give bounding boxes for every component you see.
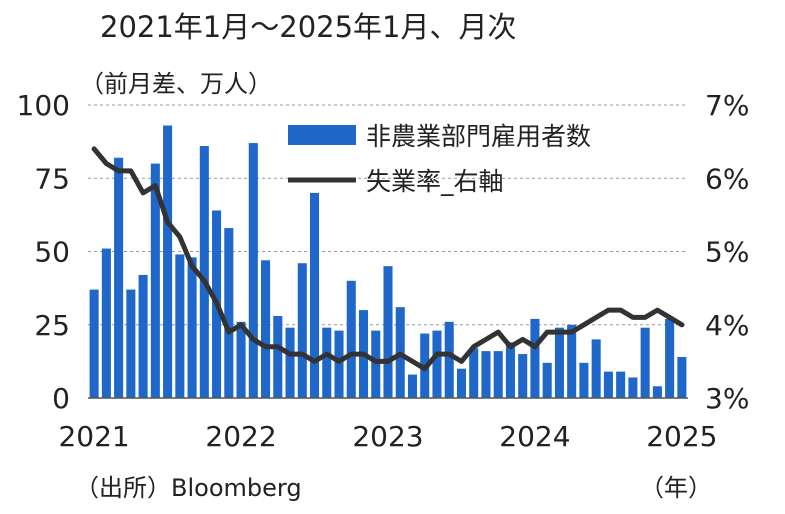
bar: [101, 248, 111, 398]
bar: [175, 254, 185, 398]
bar: [554, 327, 564, 398]
bar: [481, 351, 491, 398]
legend-line-label: 失業率_右軸: [366, 167, 504, 196]
bar: [273, 315, 283, 398]
bar: [469, 348, 479, 398]
bar: [640, 327, 650, 398]
bar: [383, 266, 393, 398]
bar: [628, 377, 638, 398]
bar: [114, 157, 124, 398]
y-left-tick-label: 0: [52, 382, 70, 415]
bar: [297, 263, 307, 398]
bar: [616, 371, 626, 398]
x-tick-label: 2023: [352, 420, 423, 453]
x-axis-ticks: 2021 2022 2023 2024 2025: [58, 420, 717, 453]
x-unit-label: （年）: [640, 474, 712, 502]
y-left-tick-label: 25: [34, 309, 70, 342]
bar: [591, 339, 601, 398]
bar: [530, 318, 540, 398]
bar: [505, 342, 515, 398]
bar: [89, 289, 99, 398]
unemployment-line: [91, 146, 685, 372]
bar: [199, 146, 209, 398]
bar: [493, 351, 503, 398]
bar: [444, 321, 454, 398]
bar: [163, 125, 173, 398]
legend-bar-swatch: [288, 125, 356, 145]
y-right-tick-label: 7%: [705, 89, 749, 122]
bar: [371, 330, 381, 398]
right-axis-ticks: 3% 4% 5% 6% 7%: [705, 89, 749, 415]
bar: [407, 374, 418, 398]
x-tick-label: 2021: [58, 420, 129, 453]
bar: [248, 143, 258, 398]
y-left-tick-label: 50: [34, 236, 70, 269]
bar: [261, 260, 271, 398]
bar: [567, 324, 577, 398]
y-left-tick-label: 75: [34, 162, 70, 195]
left-axis-ticks: 0 25 50 75 100: [17, 89, 70, 415]
bar: [236, 321, 246, 398]
bar: [518, 354, 528, 398]
bar: [432, 330, 442, 398]
y-right-tick-label: 6%: [705, 162, 749, 195]
source-note: （出所）Bloomberg: [75, 474, 302, 502]
bar: [322, 327, 332, 398]
x-tick-label: 2024: [499, 420, 570, 453]
bar: [346, 280, 356, 398]
legend-bar-label: 非農業部門雇用者数: [366, 122, 591, 151]
bar: [456, 368, 466, 398]
bar: [542, 362, 552, 398]
bar: [677, 356, 687, 398]
line-series: [91, 146, 685, 372]
bar: [603, 371, 613, 398]
bar: [285, 327, 295, 398]
chart-title: 2021年1月～2025年1月、月次: [100, 10, 517, 44]
legend: 非農業部門雇用者数 失業率_右軸: [288, 122, 591, 196]
x-tick-label: 2025: [646, 420, 717, 453]
bar: [187, 257, 197, 398]
y-right-tick-label: 4%: [705, 309, 749, 342]
bar: [652, 386, 662, 398]
bar: [665, 318, 675, 398]
bar: [138, 274, 148, 398]
bar: [579, 362, 589, 398]
bar: [334, 330, 344, 398]
y-right-tick-label: 5%: [705, 236, 749, 269]
bar: [126, 289, 136, 398]
left-axis-label: （前月差、万人）: [80, 70, 272, 98]
x-tick-label: 2022: [205, 420, 276, 453]
bar: [150, 163, 160, 398]
y-right-tick-label: 3%: [705, 382, 749, 415]
y-left-tick-label: 100: [17, 89, 70, 122]
bar: [310, 192, 320, 398]
bar: [224, 228, 234, 398]
